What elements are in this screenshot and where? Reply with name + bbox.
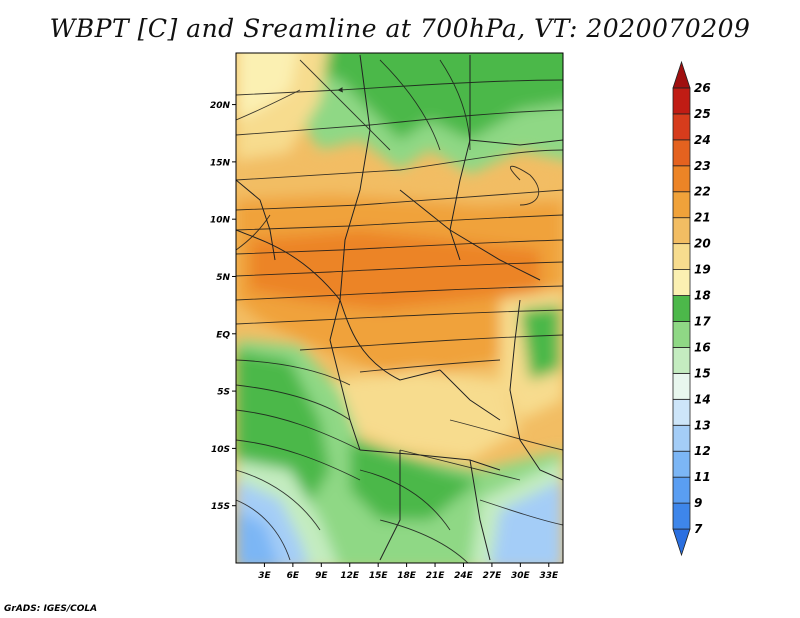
lon-tick-label: 9E <box>315 571 328 581</box>
footer-credit: GrADS: IGES/COLA <box>4 604 98 614</box>
map-panel <box>236 53 563 563</box>
colorbar-swatch <box>672 87 691 115</box>
longitude-axis: 3E 6E 9E 12E 15E 18E 21E 24E 27E 30E 33E <box>258 563 559 581</box>
colorbar-label: 14 <box>694 392 711 406</box>
lat-tick-label: 15N <box>210 158 231 168</box>
colorbar-swatch <box>672 165 691 193</box>
colorbar-label: 24 <box>694 133 711 147</box>
colorbar: 7 9 11 12 13 14 15 16 17 18 19 20 21 22 23 24 25 26 <box>672 60 711 557</box>
map-frame <box>235 52 564 564</box>
lon-tick-label: 33E <box>539 571 559 581</box>
plot-title: WBPT [C] and Sreamline at 700hPa, VT: 20… <box>49 14 751 43</box>
lat-tick-label: 20N <box>210 101 231 111</box>
colorbar-swatch <box>672 398 691 426</box>
lon-tick-label: 24E <box>454 571 474 581</box>
colorbar-label: 20 <box>694 237 711 251</box>
lat-tick-label: 10S <box>211 445 230 455</box>
colorbar-swatch <box>672 139 691 167</box>
lon-tick-label: 27E <box>483 571 503 581</box>
colorbar-label: 26 <box>694 81 711 95</box>
wbpt-field <box>236 53 563 563</box>
colorbar-swatch <box>672 60 691 89</box>
colorbar-label: 7 <box>694 522 703 536</box>
lat-tick-label: EQ <box>216 330 230 340</box>
lat-tick-label: 5S <box>217 388 230 398</box>
colorbar-swatch <box>672 113 691 141</box>
colorbar-label: 22 <box>694 185 711 199</box>
colorbar-swatch <box>672 372 691 400</box>
colorbar-label: 23 <box>694 159 711 173</box>
lon-tick-label: 12E <box>340 571 360 581</box>
latitude-axis: 20N 15N 10N 5N EQ 5S 10S 15S <box>210 101 236 512</box>
lat-tick-label: 10N <box>210 216 231 226</box>
colorbar-label: 12 <box>694 444 711 458</box>
streamlines <box>236 59 563 563</box>
lon-tick-label: 21E <box>426 571 446 581</box>
colorbar-label: 16 <box>694 340 711 354</box>
colorbar-label: 13 <box>694 418 711 432</box>
colorbar-swatch <box>672 424 691 452</box>
colorbar-label: 15 <box>694 366 711 380</box>
colorbar-label: 25 <box>694 107 711 121</box>
colorbar-label: 11 <box>694 470 711 484</box>
lat-tick-label: 15S <box>211 502 230 512</box>
lon-tick-label: 15E <box>369 571 389 581</box>
colorbar-swatch <box>672 528 691 557</box>
colorbar-swatch <box>672 269 691 296</box>
lat-tick-label: 5N <box>216 273 230 283</box>
colorbar-swatch <box>672 347 691 374</box>
colorbar-swatch <box>672 243 691 270</box>
colorbar-swatch <box>672 191 691 219</box>
colorbar-swatch <box>672 295 691 322</box>
colorbar-label: 19 <box>694 263 711 277</box>
colorbar-swatch <box>672 450 691 478</box>
colorbar-swatch <box>672 476 691 504</box>
colorbar-label: 17 <box>694 314 711 328</box>
lon-tick-label: 18E <box>397 571 417 581</box>
colorbar-swatch <box>672 217 691 245</box>
country-borders <box>236 54 563 561</box>
colorbar-label: 18 <box>694 289 711 303</box>
colorbar-swatch <box>672 321 691 348</box>
colorbar-swatch <box>672 502 691 530</box>
lon-tick-label: 3E <box>258 571 271 581</box>
lon-tick-label: 30E <box>511 571 531 581</box>
lon-tick-label: 6E <box>287 571 300 581</box>
colorbar-label: 21 <box>694 211 711 225</box>
colorbar-label: 9 <box>694 496 702 510</box>
